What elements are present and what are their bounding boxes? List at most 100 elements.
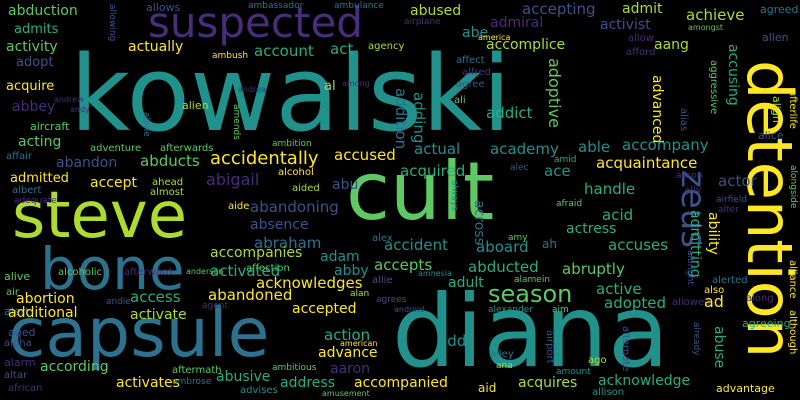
word-cult: cult (346, 145, 495, 238)
word-adult: adult (448, 275, 484, 291)
word-admiral: admiral (490, 15, 544, 31)
word-abe: abe (462, 25, 489, 41)
word-account: account (254, 42, 314, 60)
word-alliance: alliance (787, 260, 798, 299)
word-abandon: abandon (56, 155, 118, 171)
word-ahead: ahead (152, 177, 184, 188)
word-accepts: accepts (374, 256, 433, 274)
word-adopt: adopt (16, 55, 54, 70)
word-ambush: ambush (212, 51, 249, 61)
word-ago: ago (588, 355, 607, 366)
word-aftermath: aftermath (172, 365, 222, 376)
word-aid: aid (478, 381, 497, 395)
word-aggressive: aggressive (708, 60, 719, 115)
word-aim: aim (552, 305, 569, 315)
word-aaron: aaron (330, 361, 371, 377)
word-andy: andy (70, 105, 90, 114)
word-amount: amount (556, 367, 591, 377)
word-airport: airport (544, 330, 555, 364)
word-alcoholic: alcoholic (58, 267, 103, 278)
word-activated: activated (210, 262, 281, 280)
word-diana: diana (392, 273, 670, 390)
word-steve: steve (12, 179, 188, 253)
word-allows: allows (146, 1, 181, 14)
word-abbey: abbey (12, 99, 56, 115)
word-allow: allow (628, 33, 654, 44)
word-amy: amy (508, 233, 528, 243)
word-aang: aang (654, 37, 689, 53)
word-abduction: abduction (8, 3, 78, 19)
word-accepting: accepting (522, 0, 596, 18)
word-andrea: andrea (238, 85, 266, 94)
word-african: african (8, 383, 43, 394)
word-among: among (342, 79, 370, 88)
word-aircraft: aircraft (30, 120, 70, 133)
word-afterlife: afterlife (787, 90, 798, 129)
word-airfield: airfield (716, 195, 748, 205)
word-almost: almost (150, 187, 184, 198)
word-actor: actor (718, 172, 757, 190)
word-andrew: andrew (54, 95, 84, 104)
word-able: able (578, 138, 611, 156)
word-afraid: afraid (556, 199, 583, 209)
word-agrees: agrees (376, 295, 407, 305)
word-ambulance: ambulance (334, 1, 384, 11)
word-advantage: advantage (716, 382, 775, 395)
word-altar: altar (4, 370, 28, 381)
word-alamein: alamein (514, 275, 551, 285)
word-suspected: suspected (148, 0, 363, 47)
word-acid: acid (602, 206, 634, 224)
word-active: active (596, 280, 642, 298)
word-handle: handle (584, 180, 636, 198)
word-abu: abu (332, 177, 359, 193)
word-abruptly: abruptly (562, 260, 625, 278)
word-amends: amends (231, 104, 241, 140)
word-air: air (6, 287, 20, 298)
word-accept: accept (90, 175, 137, 191)
word-acquire: acquire (6, 79, 55, 94)
word-accident: accident (384, 236, 448, 254)
word-afford: afford (626, 47, 656, 58)
word-alias: alias (678, 108, 689, 132)
word-alive: alive (4, 270, 31, 283)
word-activist: activist (600, 17, 651, 33)
word-afterwards: afterwards (160, 143, 214, 154)
word-alfred: alfred (462, 67, 491, 78)
word-aboard: aboard (476, 238, 529, 256)
word-al: al (324, 79, 336, 94)
word-ah: ah (542, 237, 557, 251)
word-agency: agency (368, 41, 405, 52)
word-alec: alec (510, 163, 529, 173)
word-always: always (449, 180, 459, 211)
word-additional: additional (8, 305, 78, 321)
word-abby: abby (334, 263, 369, 279)
word-accomplice: accomplice (486, 37, 566, 53)
word-addition: addition (392, 88, 410, 150)
word-adoptive: adoptive (545, 58, 564, 128)
word-ambrose: ambrose (172, 377, 212, 387)
word-alert: alert (4, 305, 30, 318)
word-allen: allen (762, 31, 789, 44)
word-acting: acting (18, 134, 62, 150)
word-abandoning: abandoning (250, 198, 339, 216)
word-amnesia: amnesia (418, 269, 452, 278)
word-america: america (478, 33, 511, 42)
word-achieve: achieve (686, 6, 745, 24)
word-abortion: abortion (16, 291, 75, 307)
word-abused: abused (410, 3, 462, 19)
word-alan: alan (350, 289, 370, 299)
word-amongst: amongst (688, 23, 724, 32)
word-alternate: alternate (620, 326, 631, 372)
word-andie: andie (106, 297, 131, 307)
word-accepted: accepted (292, 301, 357, 317)
word-academy: academy (490, 140, 559, 158)
word-according: according (40, 359, 109, 375)
word-activate: activate (130, 307, 187, 323)
word-alone: alone (141, 112, 151, 137)
word-albright: albright (685, 250, 695, 285)
word-allison: allison (592, 387, 625, 398)
word-accidentally: accidentally (210, 148, 319, 169)
word-ambassador: ambassador (248, 1, 304, 11)
word-alexander: alexander (488, 305, 533, 315)
